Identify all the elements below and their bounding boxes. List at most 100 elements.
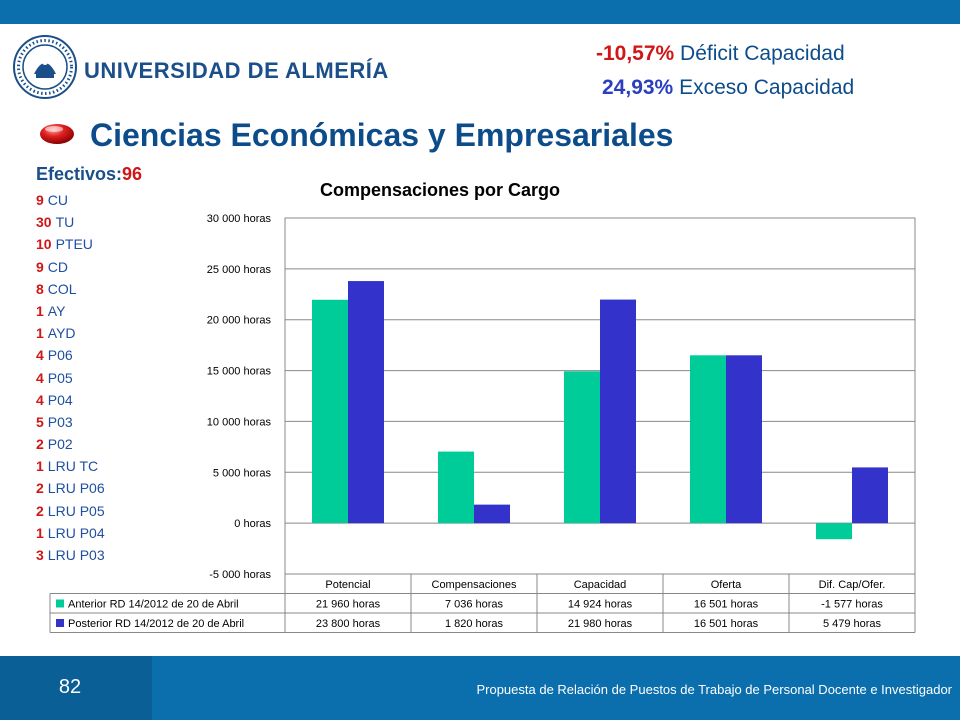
- data-label: -1 577 horas: [821, 599, 883, 611]
- x-category-label: Potencial: [325, 579, 370, 591]
- staff-item-count: 4: [36, 369, 44, 386]
- staff-item-count: 4: [36, 347, 44, 364]
- staff-item-count: 10: [36, 236, 52, 253]
- red-bullet-icon: [38, 122, 76, 151]
- staff-item-label: LRU P05: [47, 502, 105, 519]
- data-label: 1 820 horas: [445, 618, 504, 630]
- staff-item-label: AYD: [47, 325, 76, 342]
- staff-item-label: P06: [47, 347, 73, 364]
- bar-series-2: [726, 355, 762, 524]
- bar-series-1: [690, 355, 726, 524]
- x-category-label: Oferta: [711, 579, 742, 591]
- staff-item-label: TU: [55, 214, 75, 231]
- staff-item-label: P03: [47, 413, 73, 430]
- y-tick-label: 5 000 horas: [213, 467, 272, 479]
- staff-item: 1 AY: [36, 303, 105, 325]
- page-number: 82: [58, 676, 82, 698]
- deficit-value: -10,57%: [596, 42, 675, 65]
- staff-item-label: P02: [47, 436, 73, 453]
- staff-item: 3 LRU P03: [36, 547, 105, 569]
- staff-item: 5 P03: [36, 414, 105, 436]
- staff-item-label: CU: [47, 192, 69, 208]
- bar-series-1: [438, 451, 474, 524]
- x-category-label: Capacidad: [574, 579, 627, 591]
- staff-item: 2 LRU P06: [36, 480, 105, 502]
- footer: 82 Propuesta de Relación de Puestos de T…: [0, 656, 960, 720]
- bar-series-1: [564, 371, 600, 524]
- staff-item: 1 LRU P04: [36, 525, 105, 547]
- staff-item-label: P05: [47, 369, 73, 386]
- data-label: 16 501 horas: [694, 599, 759, 611]
- staff-item-count: 1: [36, 524, 44, 541]
- staff-item-count: 1: [36, 458, 44, 475]
- staff-item: 4 P04: [36, 392, 105, 414]
- staff-item: 9 CU: [36, 192, 105, 214]
- excess-value: 24,93%: [602, 76, 674, 99]
- staff-item-count: 2: [36, 480, 44, 497]
- staff-item-label: LRU P04: [47, 524, 105, 541]
- y-tick-label: 25 000 horas: [207, 264, 272, 276]
- bar-series-1: [312, 299, 348, 524]
- page-title: Ciencias Económicas y Empresariales: [90, 117, 674, 153]
- staff-item-count: 2: [36, 436, 44, 453]
- university-name: UNIVERSIDAD DE ALMERÍA: [84, 58, 389, 83]
- staff-item-label: CD: [47, 258, 69, 275]
- deficit-label: Déficit Capacidad: [674, 42, 845, 65]
- y-tick-label: 20 000 horas: [207, 315, 272, 327]
- staff-item: 2 P02: [36, 436, 105, 458]
- data-label: 23 800 horas: [316, 618, 381, 630]
- staff-item-count: 9: [36, 258, 44, 275]
- bar-series-1: [816, 523, 852, 540]
- data-label: 21 980 horas: [568, 618, 633, 630]
- legend-swatch: [56, 599, 64, 608]
- staff-total-label: Efectivos:: [36, 164, 123, 184]
- data-label: 21 960 horas: [316, 599, 381, 611]
- deficit-capacity: -10,57% Déficit Capacidad: [596, 42, 845, 66]
- data-label: 14 924 horas: [568, 599, 633, 611]
- excess-capacity: 24,93% Exceso Capacidad: [602, 76, 854, 100]
- staff-item-count: 8: [36, 280, 44, 297]
- chart-title: Compensaciones por Cargo: [320, 180, 561, 200]
- x-category-label: Dif. Cap/Ofer.: [819, 579, 886, 591]
- university-seal-logo: [12, 34, 78, 105]
- x-category-label: Compensaciones: [432, 579, 517, 591]
- page-number-box: 82: [0, 656, 152, 720]
- legend-swatch: [56, 619, 64, 627]
- data-label: 16 501 horas: [694, 618, 759, 630]
- staff-item-count: 30: [36, 214, 52, 231]
- staff-item: 1 AYD: [36, 325, 105, 347]
- staff-item-label: P04: [47, 391, 73, 408]
- y-tick-label: 30 000 horas: [207, 213, 272, 225]
- staff-item-count: 2: [36, 502, 44, 519]
- staff-item-label: PTEU: [55, 236, 93, 253]
- staff-item: 9 CD: [36, 259, 105, 281]
- staff-item-count: 3: [36, 547, 44, 563]
- staff-item: 8 COL: [36, 281, 105, 303]
- staff-total: Efectivos:96: [36, 164, 142, 185]
- y-tick-label: 15 000 horas: [207, 366, 272, 378]
- staff-item: 4 P05: [36, 370, 105, 392]
- y-tick-label: 10 000 horas: [207, 416, 272, 428]
- staff-item-count: 5: [36, 413, 44, 430]
- staff-item-label: LRU P06: [47, 480, 105, 497]
- staff-item: 1 LRU TC: [36, 458, 105, 480]
- data-label: 5 479 horas: [823, 618, 882, 630]
- data-label: 7 036 horas: [445, 599, 504, 611]
- legend-series-name: Anterior RD 14/2012 de 20 de Abril: [68, 599, 239, 611]
- staff-item-label: COL: [47, 280, 77, 297]
- staff-item-count: 1: [36, 325, 44, 342]
- staff-item-count: 4: [36, 391, 44, 408]
- legend-series-name: Posterior RD 14/2012 de 20 de Abril: [68, 618, 244, 630]
- staff-item: 30 TU: [36, 214, 105, 236]
- staff-item-count: 1: [36, 302, 44, 319]
- staff-total-value: 96: [122, 164, 143, 184]
- bar-series-2: [474, 504, 510, 524]
- staff-item: 2 LRU P05: [36, 503, 105, 525]
- bar-series-2: [600, 299, 636, 524]
- bar-series-2: [852, 467, 888, 524]
- y-tick-label: 0 horas: [234, 518, 271, 530]
- staff-item-label: AY: [47, 302, 66, 319]
- top-bar: [0, 0, 960, 24]
- staff-item: 10 PTEU: [36, 236, 105, 258]
